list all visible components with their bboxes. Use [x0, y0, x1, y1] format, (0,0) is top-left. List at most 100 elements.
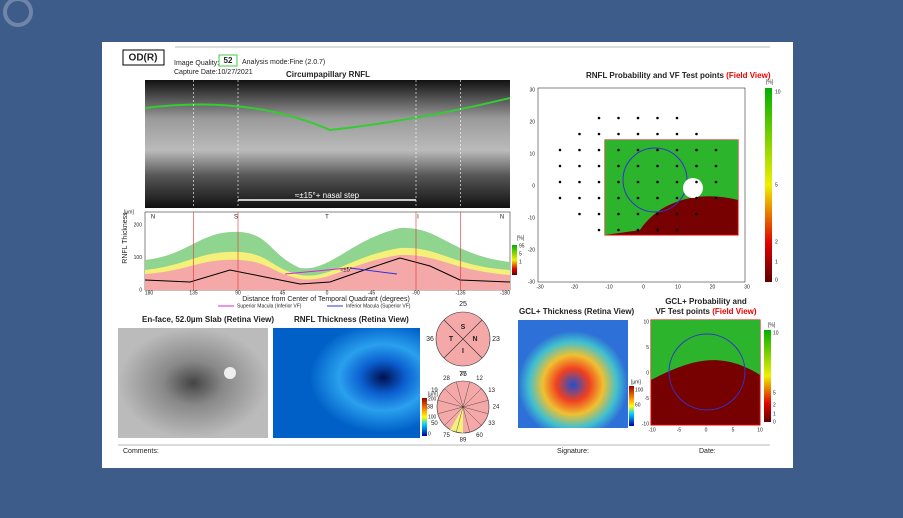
- quadrant-value: 36: [426, 336, 434, 343]
- x-tick-label: -30: [536, 284, 543, 290]
- colorbar-label: 100: [635, 387, 644, 393]
- test-point: [597, 148, 601, 152]
- gcl-prob-title: GCL+ Probability and: [665, 297, 747, 306]
- colorbar-label: 0: [773, 419, 776, 425]
- colorbar-unit: [%]: [768, 322, 776, 328]
- clock-value: 19: [431, 388, 438, 394]
- sector-label: N: [500, 215, 504, 221]
- colorbar-label: 0: [428, 431, 431, 437]
- y-unit: [µm]: [124, 209, 134, 215]
- y-tick-label: -30: [528, 279, 535, 285]
- sector-label: N: [151, 215, 155, 221]
- x-tick-label: 0: [642, 284, 645, 290]
- thickness-curve: [144, 257, 511, 285]
- test-point: [597, 228, 601, 232]
- test-point: [675, 196, 679, 200]
- y-tick-label: 100: [134, 255, 143, 261]
- clock-value: 89: [460, 438, 467, 444]
- clock-value: 50: [431, 421, 438, 427]
- disc: [224, 367, 236, 379]
- prob-colorbar: [765, 88, 772, 282]
- colorbar-label: 200: [428, 396, 437, 402]
- quality-box: [218, 54, 238, 67]
- annotation: ≈±15°+ nasal step: [295, 191, 360, 200]
- x-tick-label: -20: [571, 284, 578, 290]
- clock-divider: [462, 388, 482, 408]
- test-point: [558, 148, 562, 152]
- enface-title: En-face, 52.0µm Slab (Retina View): [142, 315, 274, 324]
- y-tick-label: 200: [134, 222, 143, 228]
- colorbar-label: 2: [775, 239, 778, 245]
- thickness-title: RNFL Thickness (Retina View): [294, 315, 409, 324]
- test-point: [636, 116, 640, 120]
- clock-divider: [462, 406, 470, 433]
- test-point: [617, 116, 620, 120]
- test-point: [597, 164, 601, 168]
- y-tick-label: -10: [528, 215, 535, 221]
- analysis-mode: Analysis mode:Fine (2.0.7): [242, 59, 325, 66]
- test-point: [675, 116, 679, 120]
- colorbar-label: 2: [773, 402, 776, 408]
- clock-value: 37: [460, 372, 467, 378]
- test-point: [578, 212, 581, 216]
- colorbar-label: 10: [773, 330, 779, 336]
- x-label: Distance from Center of Temporal Quadran…: [242, 296, 410, 303]
- eye: OD(R): [129, 53, 158, 64]
- eye-box: [122, 49, 165, 66]
- quadrant-value: 75: [459, 371, 467, 378]
- test-point: [578, 132, 581, 136]
- quality: 52: [224, 56, 233, 65]
- clock-divider: [462, 406, 489, 414]
- gcl-colorbar: [764, 330, 771, 422]
- y-tick-label: 5: [646, 345, 649, 351]
- test-point: [714, 164, 718, 168]
- y-label: RNFL Thickness: [122, 212, 129, 264]
- prob-title-text: RNFL Probability and VF Test points: [586, 71, 724, 80]
- colorbar-unit: [µm]: [428, 391, 438, 397]
- x-tick-label: 180: [145, 290, 154, 296]
- test-point: [656, 212, 659, 216]
- band-outside: [145, 254, 510, 290]
- test-point: [578, 148, 581, 152]
- test-point: [695, 132, 698, 136]
- test-point: [578, 196, 581, 200]
- test-point: [695, 148, 698, 152]
- quadrant-label: I: [462, 348, 464, 355]
- quadrant-value: 25: [459, 301, 467, 308]
- test-point: [597, 212, 601, 216]
- test-point: [656, 180, 659, 184]
- test-point: [636, 148, 640, 152]
- test-point: [636, 132, 640, 136]
- clock-value: 75: [443, 433, 450, 439]
- superior-line: [284, 267, 349, 275]
- test-point: [656, 116, 659, 120]
- test-point: [617, 132, 620, 136]
- x-tick-label: 10: [757, 427, 763, 433]
- y-tick-label: 0: [139, 287, 142, 293]
- test-point: [675, 164, 679, 168]
- test-point: [714, 180, 718, 184]
- test-point: [675, 212, 679, 216]
- clock-divider: [444, 388, 464, 408]
- test-point: [617, 228, 620, 232]
- annotation-small: ≈±5°: [340, 268, 353, 274]
- comments: Comments:: [123, 448, 159, 455]
- x-tick-label: 5: [732, 427, 735, 433]
- x-tick-label: -90: [412, 290, 419, 296]
- inferior-line: [349, 267, 398, 275]
- test-point: [695, 212, 698, 216]
- test-point: [695, 180, 698, 184]
- test-point: [675, 148, 679, 152]
- x-tick-label: -135: [455, 290, 465, 296]
- x-tick-label: 45: [280, 290, 286, 296]
- prob-title: RNFL Probability and VF Test points (Fie…: [586, 71, 771, 80]
- x-tick-label: 10: [675, 284, 681, 290]
- y-tick-label: 30: [529, 87, 535, 93]
- clock-divider: [462, 406, 482, 426]
- quadrant-value: 23: [492, 336, 500, 343]
- clock-divider: [437, 406, 464, 414]
- profile-legend-bar: [512, 245, 517, 275]
- y-tick-label: -10: [642, 421, 649, 427]
- capture-date: Capture Date:10/27/2021: [174, 69, 253, 76]
